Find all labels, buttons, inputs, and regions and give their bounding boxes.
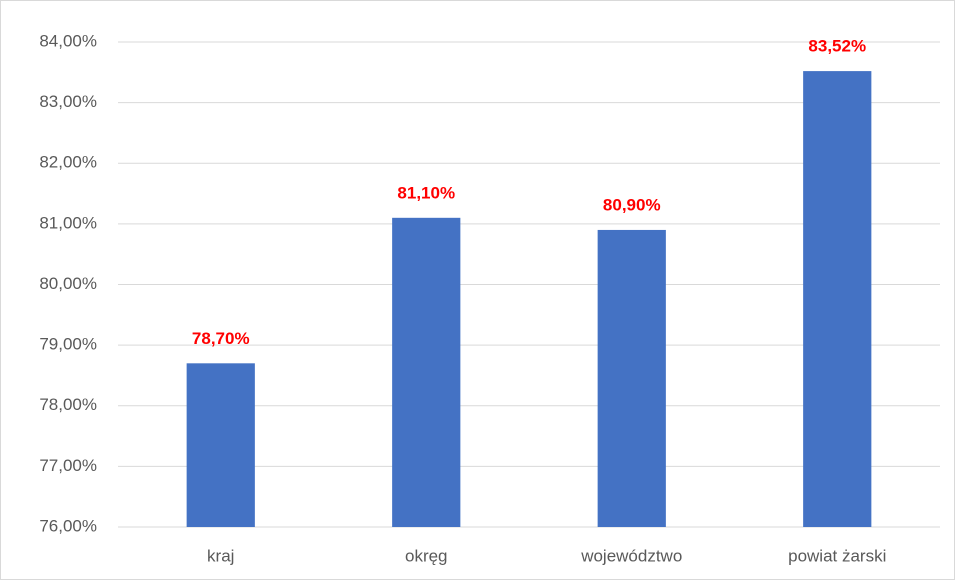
y-tick-label: 77,00% xyxy=(39,456,97,475)
bar xyxy=(392,217,461,527)
bar xyxy=(597,229,666,527)
y-tick-label: 78,00% xyxy=(39,395,97,414)
x-tick-label: kraj xyxy=(207,546,234,565)
y-tick-label: 76,00% xyxy=(39,516,97,535)
y-tick-label: 79,00% xyxy=(39,335,97,354)
value-label: 80,90% xyxy=(603,195,661,214)
y-tick-label: 80,00% xyxy=(39,274,97,293)
value-label: 83,52% xyxy=(808,37,866,56)
x-tick-label: okręg xyxy=(405,546,448,565)
value-label: 78,70% xyxy=(192,329,250,348)
x-tick-label: województwo xyxy=(580,546,682,565)
y-tick-label: 82,00% xyxy=(39,153,97,172)
bar xyxy=(186,363,255,527)
y-tick-label: 84,00% xyxy=(39,31,97,50)
bar xyxy=(803,71,872,527)
y-tick-label: 83,00% xyxy=(39,92,97,111)
x-tick-label: powiat żarski xyxy=(788,546,886,565)
y-tick-label: 81,00% xyxy=(39,213,97,232)
value-label: 81,10% xyxy=(397,183,455,202)
